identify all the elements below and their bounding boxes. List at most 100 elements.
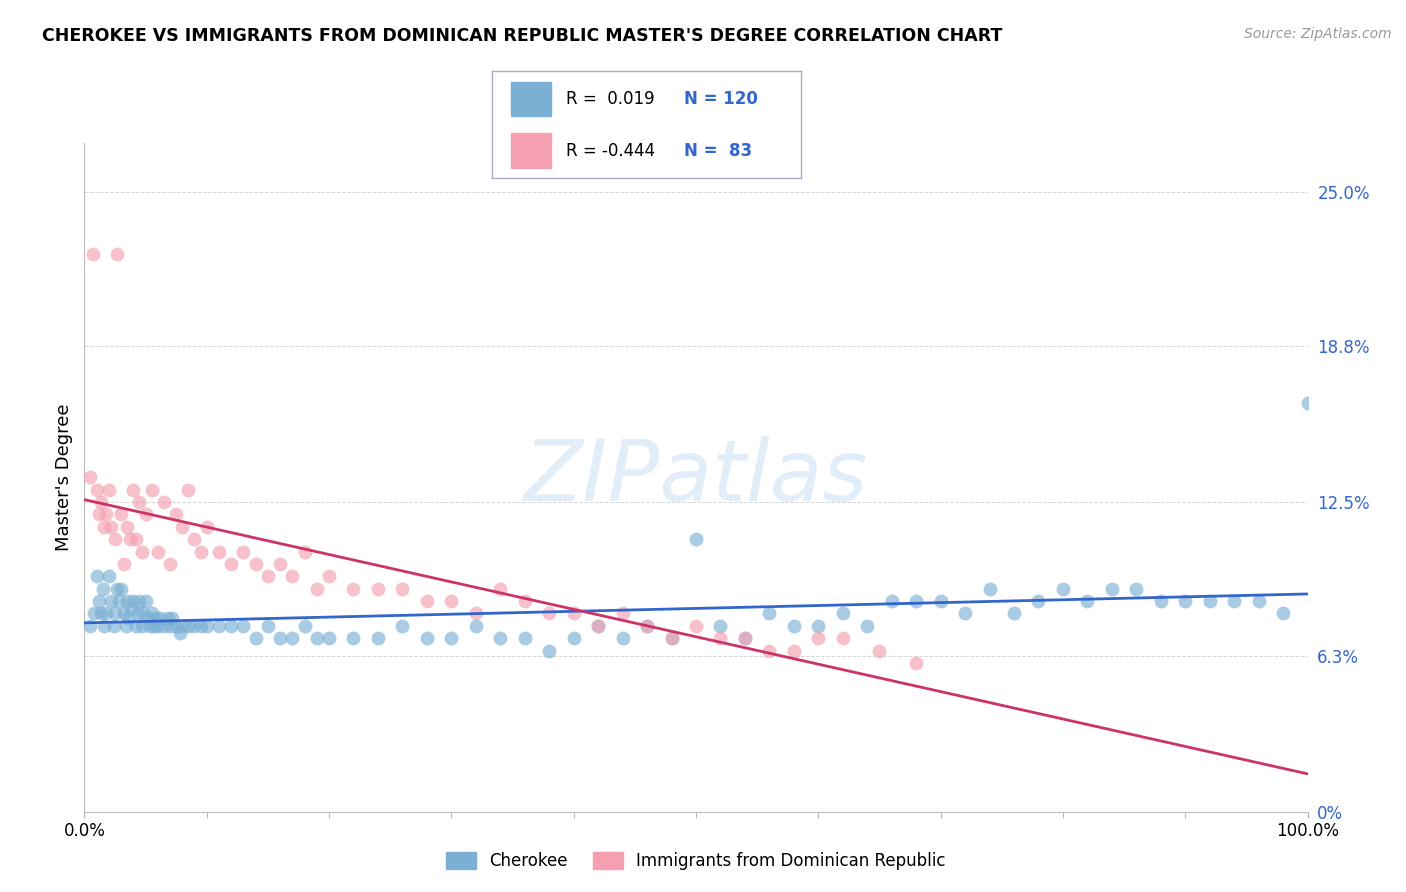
- Point: [831, 607, 853, 621]
- Point: [153, 495, 176, 509]
- Point: [979, 582, 1001, 596]
- Point: [636, 619, 658, 633]
- Point: [135, 508, 157, 522]
- Point: [342, 582, 364, 596]
- Point: [734, 632, 756, 646]
- Point: [269, 557, 291, 571]
- Point: [128, 495, 150, 509]
- Point: [783, 619, 806, 633]
- Point: [953, 607, 976, 621]
- Point: [219, 557, 242, 571]
- Point: [831, 632, 853, 646]
- Point: [586, 619, 609, 633]
- Point: [513, 594, 536, 608]
- Point: [1296, 396, 1319, 410]
- Point: [294, 544, 316, 558]
- Point: [146, 544, 169, 558]
- Point: [318, 632, 340, 646]
- Point: [391, 619, 413, 633]
- Point: [1028, 594, 1050, 608]
- Point: [97, 569, 120, 583]
- Point: [82, 247, 104, 261]
- Point: [165, 619, 187, 633]
- Point: [758, 607, 780, 621]
- Point: [183, 532, 205, 546]
- Point: [269, 632, 291, 646]
- Point: [219, 619, 242, 633]
- Point: [1272, 607, 1295, 621]
- Text: R =  0.019: R = 0.019: [567, 90, 655, 108]
- Point: [905, 594, 928, 608]
- Point: [929, 594, 952, 608]
- Point: [141, 607, 163, 621]
- Point: [100, 520, 122, 534]
- Point: [177, 483, 200, 497]
- Point: [91, 582, 114, 596]
- Point: [149, 611, 172, 625]
- Point: [131, 619, 153, 633]
- Point: [257, 619, 280, 633]
- Point: [90, 607, 112, 621]
- Point: [112, 607, 135, 621]
- Point: [440, 632, 463, 646]
- Point: [807, 632, 830, 646]
- Point: [132, 607, 155, 621]
- Point: [562, 632, 585, 646]
- Point: [612, 607, 634, 621]
- Point: [195, 619, 218, 633]
- Point: [169, 626, 191, 640]
- Point: [87, 508, 110, 522]
- Point: [612, 632, 634, 646]
- Point: [661, 632, 683, 646]
- Point: [232, 619, 254, 633]
- Text: CHEROKEE VS IMMIGRANTS FROM DOMINICAN REPUBLIC MASTER'S DEGREE CORRELATION CHART: CHEROKEE VS IMMIGRANTS FROM DOMINICAN RE…: [42, 27, 1002, 45]
- Point: [464, 607, 486, 621]
- Point: [146, 619, 169, 633]
- Point: [93, 520, 115, 534]
- Point: [856, 619, 879, 633]
- Point: [208, 619, 231, 633]
- Point: [880, 594, 903, 608]
- Point: [86, 483, 108, 497]
- Point: [869, 643, 891, 657]
- Point: [416, 594, 439, 608]
- Point: [538, 643, 561, 657]
- Point: [416, 632, 439, 646]
- Point: [117, 611, 139, 625]
- Point: [104, 607, 127, 621]
- Point: [105, 247, 128, 261]
- Legend: Cherokee, Immigrants from Dominican Republic: Cherokee, Immigrants from Dominican Repu…: [440, 846, 952, 877]
- Point: [105, 582, 128, 596]
- Point: [115, 594, 138, 608]
- Point: [305, 582, 328, 596]
- Point: [905, 656, 928, 670]
- Point: [1150, 594, 1173, 608]
- Point: [143, 619, 166, 633]
- Point: [1198, 594, 1220, 608]
- Point: [586, 619, 609, 633]
- Point: [440, 594, 463, 608]
- Point: [162, 611, 184, 625]
- Point: [79, 619, 101, 633]
- Point: [709, 619, 731, 633]
- Point: [208, 544, 231, 558]
- Point: [122, 594, 145, 608]
- Point: [125, 532, 148, 546]
- Point: [685, 619, 707, 633]
- Point: [367, 632, 389, 646]
- Point: [1002, 607, 1025, 621]
- Point: [281, 632, 304, 646]
- Text: Source: ZipAtlas.com: Source: ZipAtlas.com: [1244, 27, 1392, 41]
- Point: [342, 632, 364, 646]
- Point: [245, 557, 267, 571]
- Point: [125, 619, 148, 633]
- Point: [734, 632, 756, 646]
- Point: [120, 601, 142, 615]
- Point: [115, 619, 138, 633]
- Point: [100, 594, 122, 608]
- Text: ZIPatlas: ZIPatlas: [524, 435, 868, 519]
- Point: [783, 643, 806, 657]
- Point: [294, 619, 316, 633]
- Point: [107, 594, 129, 608]
- Point: [153, 619, 176, 633]
